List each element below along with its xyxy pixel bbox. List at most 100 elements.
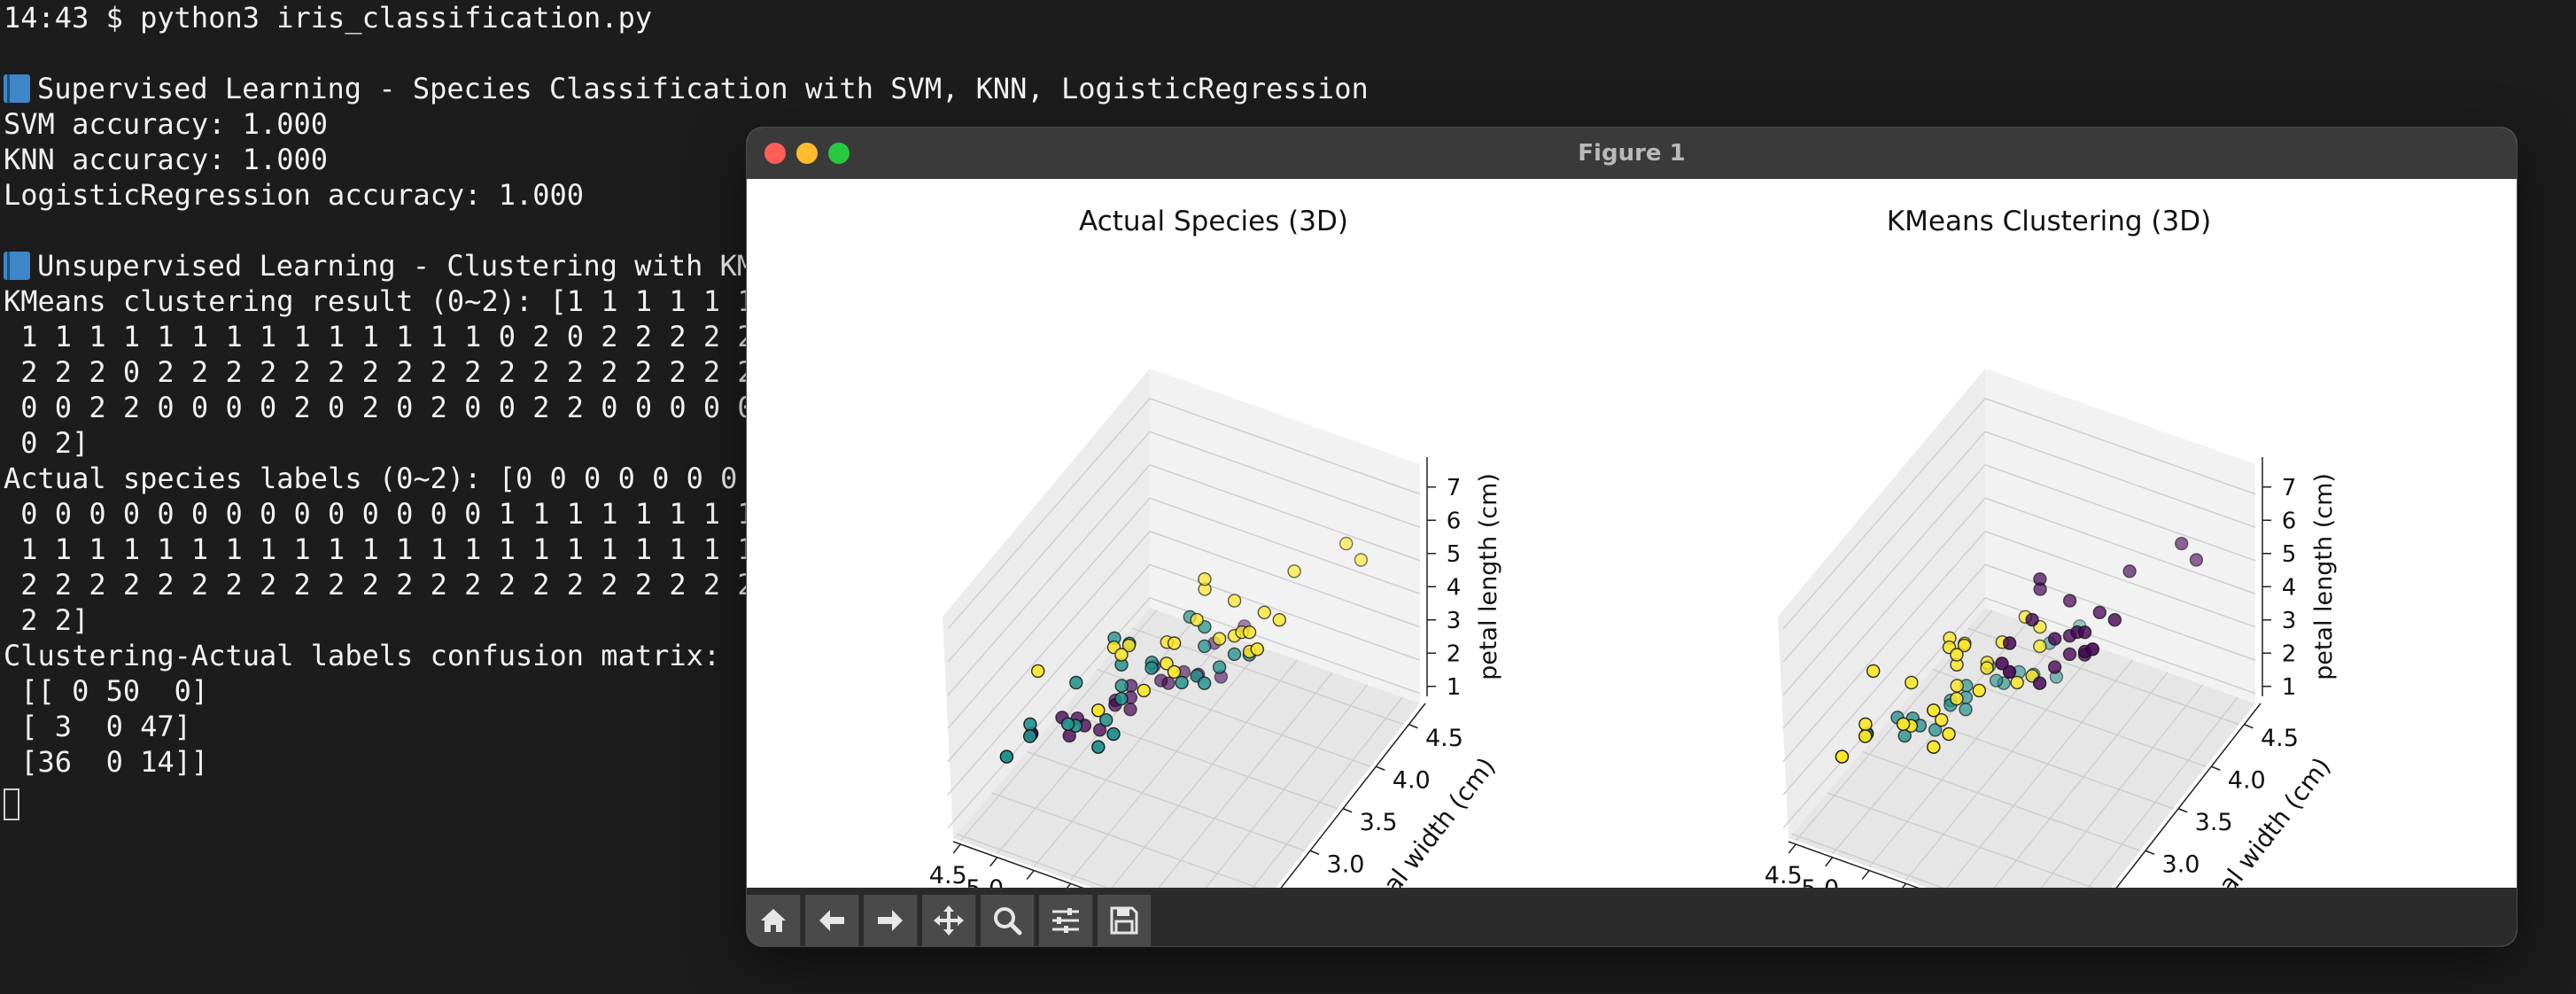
terminal-line: [ 3 0 47] <box>4 709 191 744</box>
data-point <box>1950 692 1964 706</box>
data-point <box>1866 664 1881 679</box>
data-point <box>2122 564 2137 579</box>
window-title: Figure 1 <box>1578 140 1686 167</box>
x-tick <box>1825 857 1834 867</box>
back-button[interactable] <box>805 895 859 946</box>
maximize-window-button[interactable] <box>828 143 850 164</box>
data-point <box>1957 638 1972 653</box>
floor-pane <box>953 608 1420 888</box>
floor-gridline <box>1946 659 2133 888</box>
z-tick-label: 7 <box>2282 475 2297 501</box>
home-button[interactable] <box>747 895 801 946</box>
y-tick-label: 3.0 <box>2162 850 2200 878</box>
data-point <box>1167 664 1182 679</box>
pan-button[interactable] <box>922 895 976 946</box>
data-point <box>1896 717 1911 731</box>
terminal-line: 0 0 2 2 0 0 0 0 2 0 2 0 2 0 0 2 2 0 0 0 … <box>4 390 788 425</box>
wall-gridline <box>1149 531 1421 628</box>
terminal-line-text: KNN accuracy: 1.000 <box>4 143 329 176</box>
window-titlebar[interactable]: Figure 1 <box>747 128 2517 180</box>
floor-gridline <box>1205 684 1369 888</box>
z-tick-label: 4 <box>1447 574 1462 601</box>
x-tick-label: 4.5 <box>929 862 967 888</box>
y-tick-label: 3.0 <box>1327 850 1365 878</box>
data-point <box>1091 740 1106 754</box>
data-point <box>2092 605 2107 619</box>
y-tick <box>2145 850 2155 855</box>
data-point <box>1927 740 1941 754</box>
forward-button[interactable] <box>864 895 918 946</box>
data-point <box>1197 676 1212 690</box>
data-point <box>2174 536 2189 551</box>
data-point <box>999 749 1014 764</box>
data-point <box>2062 594 2077 608</box>
wall-gridline <box>1782 563 1986 796</box>
y-tick <box>2244 724 2254 729</box>
data-point <box>1121 638 1137 653</box>
data-point <box>1934 713 1949 727</box>
data-point <box>1959 703 1973 717</box>
wall-gridline <box>1984 563 2256 661</box>
back-arrow-icon <box>819 910 844 931</box>
zoom-icon <box>994 907 1022 936</box>
configure-subplots-icon <box>1052 908 1079 933</box>
chart-title: KMeans Clustering (3D) <box>1887 206 2211 237</box>
terminal-line-text: [36 0 14]] <box>4 745 209 779</box>
floor-gridline <box>1061 710 1338 810</box>
close-window-button[interactable] <box>764 143 786 164</box>
data-point <box>1227 594 1242 608</box>
terminal-line: Clustering-Actual labels confusion matri… <box>4 638 720 673</box>
save-button[interactable] <box>1098 895 1152 946</box>
z-tick-label: 3 <box>1447 608 1462 634</box>
book-icon <box>4 74 30 103</box>
terminal-line: KMeans clustering result (0~2): [1 1 1 1… <box>4 283 755 319</box>
configure-subplots-button[interactable] <box>1039 895 1093 946</box>
terminal-line-text: 0 2] <box>4 426 89 460</box>
x-tick <box>952 843 961 854</box>
x-tick-label: 5.0 <box>1801 875 1839 888</box>
y-tick-label: 4.0 <box>2228 766 2266 794</box>
data-point <box>1858 717 1873 732</box>
data-point <box>1175 675 1189 690</box>
data-point <box>1272 613 1286 627</box>
floor-gridline <box>1111 659 1298 888</box>
wall-gridline <box>1782 497 1986 729</box>
terminal-cursor[interactable] <box>4 788 19 820</box>
home-icon <box>761 909 786 932</box>
data-point <box>2189 553 2204 567</box>
data-point <box>1227 647 1242 662</box>
floor-gridline <box>956 833 1109 888</box>
z-tick-label: 1 <box>2282 674 2297 701</box>
data-point <box>1114 679 1129 693</box>
data-point <box>1972 683 1987 698</box>
data-point <box>1928 723 1943 737</box>
x-tick <box>1861 870 1870 881</box>
terminal-line-text: 2 2 2 2 2 2 2 2 2 2 2 2 2 2 2 2 2 2 2 2 … <box>4 568 823 602</box>
data-point <box>1212 632 1227 646</box>
minimize-window-button[interactable] <box>796 143 818 164</box>
y-tick <box>1309 850 1320 855</box>
terminal-line: 1 1 1 1 1 1 1 1 1 1 1 1 1 1 0 2 0 2 2 2 … <box>4 319 822 354</box>
wall-gridline <box>947 497 1151 729</box>
data-point <box>1989 673 2004 687</box>
wall-gridline <box>1149 431 1421 528</box>
z-axis-label: petal length (cm) <box>2310 473 2338 680</box>
data-point <box>2002 636 2017 650</box>
data-point <box>1980 661 1994 675</box>
left-pane <box>1778 369 1985 838</box>
data-point <box>1023 717 1037 732</box>
z-tick-label: 4 <box>2282 574 2297 601</box>
terminal-line: Supervised Learning - Species Classifica… <box>4 71 1369 106</box>
zoom-button[interactable] <box>981 895 1035 946</box>
data-point <box>1250 642 1264 656</box>
terminal-line: 1 1 1 1 1 1 1 1 1 1 1 1 1 1 1 1 1 1 1 1 … <box>4 532 788 567</box>
wall-gridline <box>1782 531 1986 763</box>
data-point <box>1167 636 1182 650</box>
data-point <box>1198 639 1212 654</box>
data-point <box>1137 683 1151 698</box>
z-tick-label: 2 <box>2282 641 2297 667</box>
floor-gridline <box>1069 647 1263 881</box>
